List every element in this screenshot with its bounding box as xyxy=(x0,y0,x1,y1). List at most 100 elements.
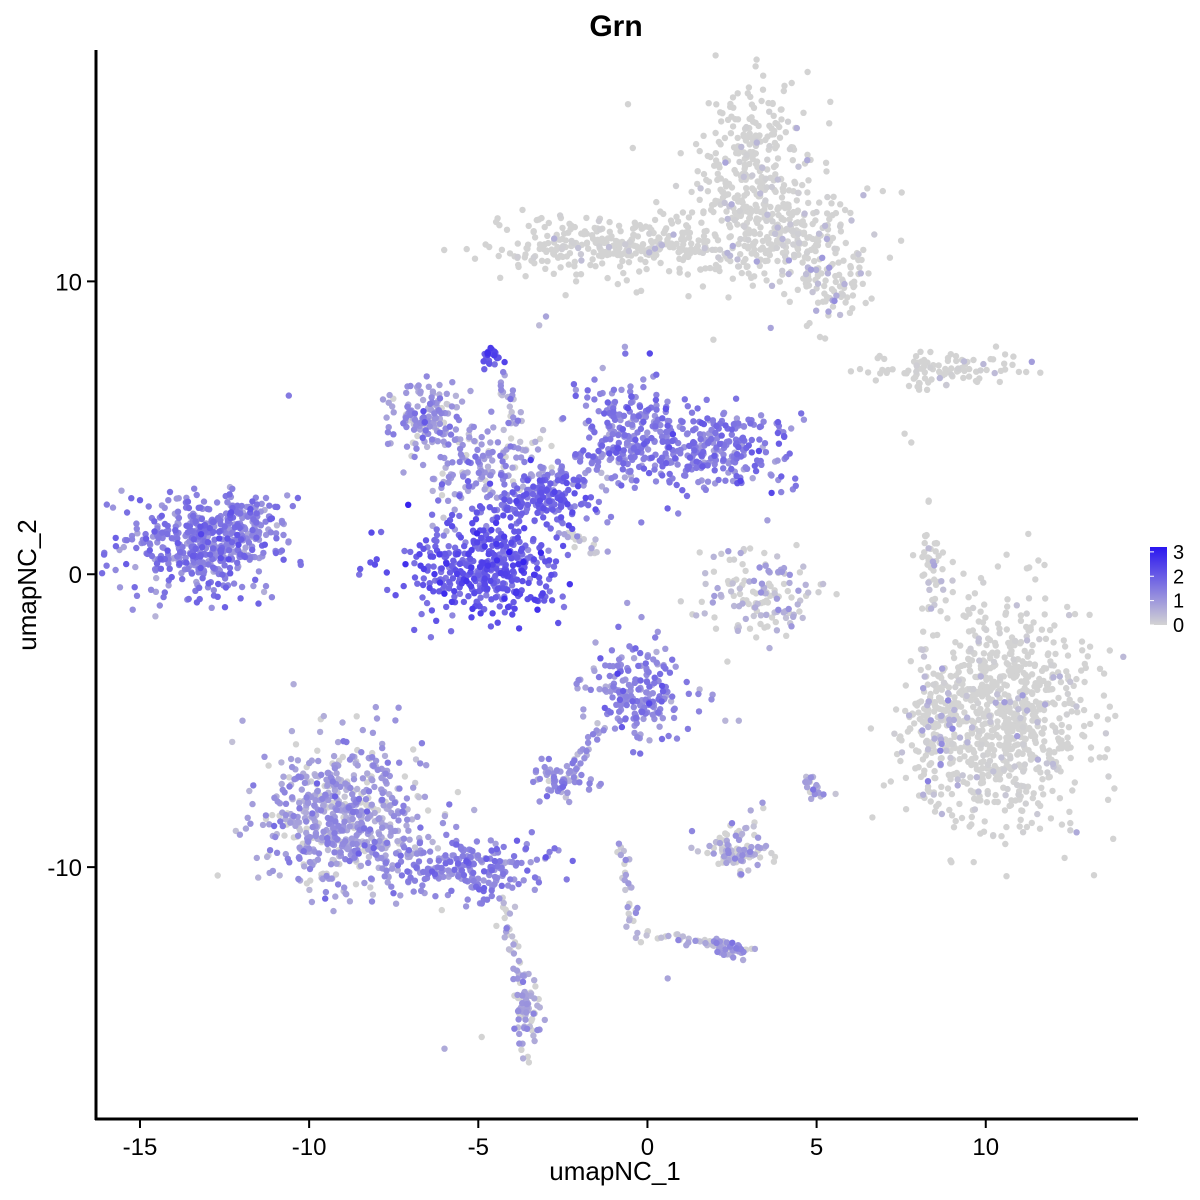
cell-point xyxy=(632,934,640,942)
cell-point xyxy=(730,104,737,111)
cell-point xyxy=(367,884,374,891)
cell-point xyxy=(898,189,905,196)
cell-point xyxy=(793,124,800,132)
cell-point xyxy=(583,747,590,755)
cell-point xyxy=(544,258,551,265)
cell-point xyxy=(734,256,741,263)
cell-point xyxy=(317,807,325,814)
cell-point xyxy=(515,263,522,271)
cell-point xyxy=(740,131,747,138)
cell-point xyxy=(746,545,754,552)
cell-point xyxy=(625,880,632,887)
cell-point xyxy=(1008,647,1015,655)
cell-point xyxy=(229,738,236,746)
cell-point xyxy=(145,503,152,510)
cell-point xyxy=(230,580,238,587)
cell-point xyxy=(434,845,442,852)
cell-point xyxy=(384,759,391,766)
cell-point xyxy=(1002,792,1009,799)
cell-point xyxy=(966,744,973,751)
cell-point xyxy=(706,264,714,272)
cell-point xyxy=(335,800,342,808)
cell-point xyxy=(691,248,699,256)
cell-point xyxy=(312,832,319,840)
cell-point xyxy=(738,269,745,277)
cell-point xyxy=(1102,730,1110,737)
cell-point xyxy=(258,500,265,507)
cell-point xyxy=(954,365,962,372)
cell-point xyxy=(421,875,428,883)
cell-point xyxy=(610,386,618,393)
cell-point xyxy=(505,419,512,427)
cell-point xyxy=(1068,708,1075,715)
cell-point xyxy=(670,231,677,238)
cell-point xyxy=(1010,656,1017,663)
cell-point xyxy=(410,784,417,791)
cell-point xyxy=(902,806,910,813)
cell-point xyxy=(278,780,285,788)
cell-point xyxy=(411,416,419,424)
cell-point xyxy=(242,825,250,832)
cell-point xyxy=(684,224,692,231)
cell-point xyxy=(569,760,576,767)
cell-point xyxy=(903,370,910,377)
cell-point xyxy=(522,273,529,280)
cell-point xyxy=(643,689,650,696)
cell-point xyxy=(573,271,580,278)
cell-point xyxy=(679,209,687,216)
cell-point xyxy=(732,832,739,839)
cell-point xyxy=(602,487,610,494)
cell-point xyxy=(640,715,647,723)
cell-point xyxy=(427,634,435,641)
cell-point xyxy=(503,226,511,233)
cell-point xyxy=(756,132,763,139)
cell-point xyxy=(745,84,753,91)
cell-point xyxy=(462,903,470,910)
cell-point xyxy=(269,811,276,819)
cell-point xyxy=(1003,725,1011,732)
cell-point xyxy=(688,827,696,835)
cell-point xyxy=(712,625,720,632)
cell-point xyxy=(487,472,494,479)
cell-point xyxy=(757,224,764,231)
cell-point xyxy=(576,458,584,465)
cell-point xyxy=(823,293,831,301)
cell-point xyxy=(653,659,660,666)
cell-point xyxy=(947,754,954,762)
cell-point xyxy=(623,923,630,930)
cell-point xyxy=(1017,714,1024,722)
cell-point xyxy=(926,788,933,795)
cell-point xyxy=(826,215,833,223)
cell-point xyxy=(810,786,817,793)
cell-point xyxy=(931,767,938,775)
cell-point xyxy=(686,229,694,236)
cell-point xyxy=(986,636,994,644)
cell-point xyxy=(1029,717,1036,724)
cell-point xyxy=(790,613,797,620)
cell-point xyxy=(966,365,973,373)
cell-point xyxy=(988,684,996,692)
cell-point xyxy=(753,457,761,464)
cell-point xyxy=(414,403,421,410)
cell-point xyxy=(282,811,290,819)
cell-point xyxy=(510,414,517,421)
cell-point xyxy=(298,786,305,793)
cell-point xyxy=(764,517,771,524)
cell-point xyxy=(665,932,672,940)
cell-point xyxy=(488,887,495,894)
cell-point xyxy=(987,675,994,682)
cell-point xyxy=(1090,872,1098,879)
cell-point xyxy=(474,446,481,453)
cell-point xyxy=(548,464,555,471)
cell-point xyxy=(948,771,955,779)
cell-point xyxy=(1112,712,1119,720)
cell-point xyxy=(929,723,937,730)
cell-point xyxy=(395,704,402,711)
cell-point xyxy=(677,598,684,605)
cell-point xyxy=(867,725,875,732)
cell-point xyxy=(857,270,864,277)
cell-point xyxy=(607,709,614,716)
cell-point xyxy=(161,589,168,596)
cell-point xyxy=(399,808,406,815)
cell-point xyxy=(969,627,976,634)
